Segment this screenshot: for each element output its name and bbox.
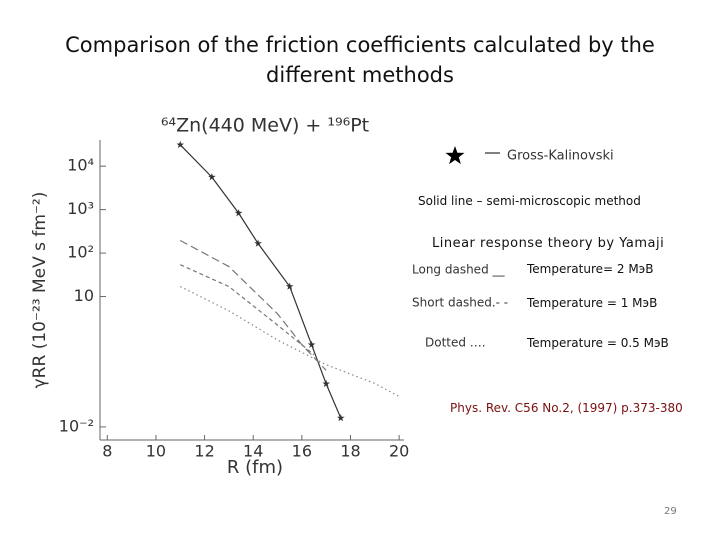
legend-label: Dotted ….	[425, 336, 486, 350]
y-tick-label: 10⁴	[67, 156, 94, 175]
x-tick-label: 10	[146, 442, 166, 461]
theory-note: Linear response theory by Yamaji	[432, 236, 665, 251]
x-axis-label: R (fm)	[227, 457, 283, 478]
x-tick-label: 18	[340, 442, 360, 461]
legend-marker	[445, 146, 465, 165]
page-number: 29	[664, 506, 677, 517]
y-tick-label: 10⁻²	[59, 416, 94, 435]
temperature: Temperature= 2 MэB	[527, 262, 654, 276]
solid-note: Solid line – semi-microscopic method	[418, 194, 641, 208]
y-axis-label: γRR (10⁻²³ MeV s fm⁻²)	[30, 192, 50, 389]
y-tick-label: 10²	[67, 243, 94, 262]
star-marker	[307, 340, 316, 348]
temperature: Temperature = 0.5 MэB	[527, 336, 669, 350]
star-marker	[254, 239, 262, 247]
star-marker	[322, 379, 330, 388]
x-tick-label: 12	[194, 442, 214, 461]
y-tick-label: 10	[74, 286, 94, 305]
star-marker	[208, 173, 216, 181]
x-tick-label: 20	[389, 442, 409, 461]
temperature: Temperature = 1 MэB	[527, 296, 658, 310]
legend-label: Long dashed __	[412, 263, 505, 277]
star-marker	[285, 282, 294, 290]
legend-label: Gross-Kalinovski	[507, 149, 614, 164]
series-line	[180, 264, 315, 356]
slide-title: Comparison of the friction coefficients …	[65, 33, 655, 87]
chart-title: ⁶⁴Zn(440 MeV) + ¹⁹⁶Pt	[161, 115, 369, 137]
y-tick-label: 10³	[67, 199, 94, 218]
x-tick-label: 14	[243, 442, 263, 461]
x-tick-label: 16	[292, 442, 312, 461]
star-marker	[176, 140, 185, 148]
star-marker	[234, 209, 243, 217]
series-line	[179, 285, 400, 398]
legend-label: Short dashed.- -	[412, 296, 508, 310]
series-line	[179, 239, 327, 371]
series-line	[179, 144, 342, 419]
reference: Phys. Rev. C56 No.2, (1997) p.373-380	[450, 401, 683, 415]
x-tick-label: 8	[102, 442, 112, 461]
star-marker	[337, 414, 345, 422]
